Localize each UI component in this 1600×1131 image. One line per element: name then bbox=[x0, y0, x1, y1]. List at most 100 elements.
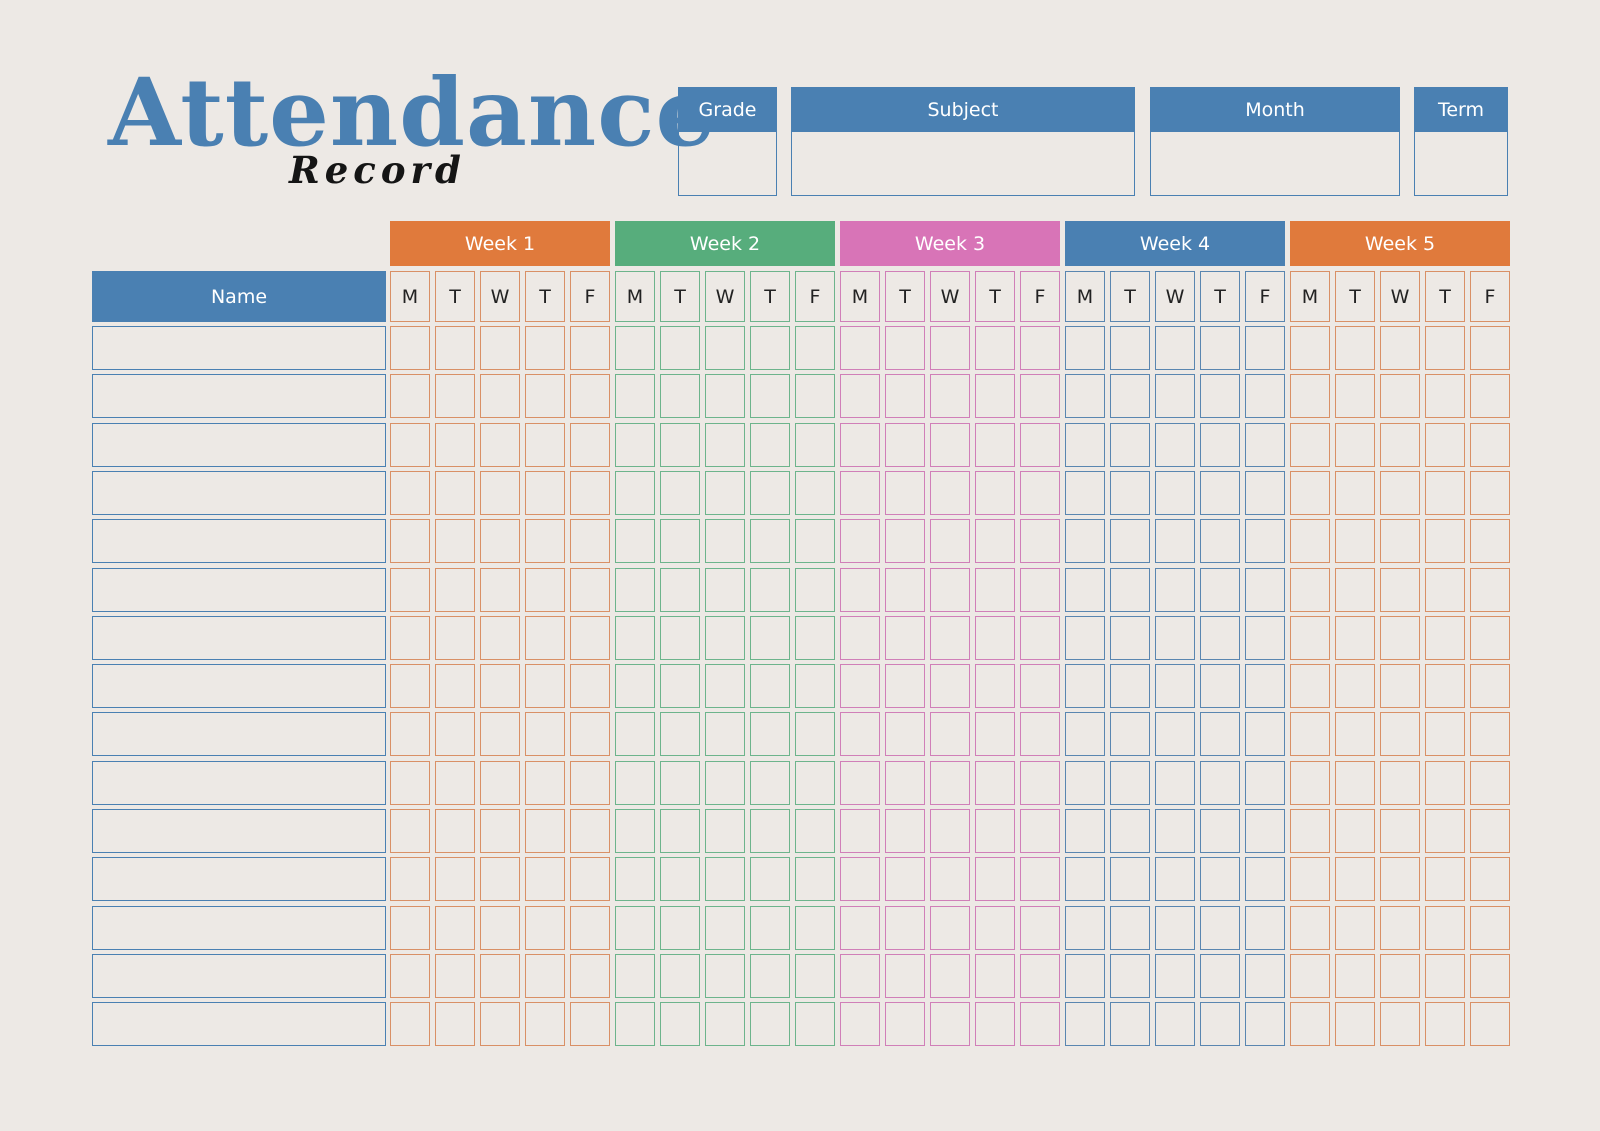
attendance-checkbox[interactable] bbox=[570, 471, 610, 515]
attendance-checkbox[interactable] bbox=[1380, 326, 1420, 370]
attendance-checkbox[interactable] bbox=[1425, 857, 1465, 901]
attendance-checkbox[interactable] bbox=[615, 519, 655, 563]
attendance-checkbox[interactable] bbox=[750, 326, 790, 370]
attendance-checkbox[interactable] bbox=[1020, 761, 1060, 805]
attendance-checkbox[interactable] bbox=[1380, 712, 1420, 756]
attendance-checkbox[interactable] bbox=[975, 568, 1015, 612]
attendance-checkbox[interactable] bbox=[525, 616, 565, 660]
attendance-checkbox[interactable] bbox=[885, 471, 925, 515]
attendance-checkbox[interactable] bbox=[975, 1002, 1015, 1046]
attendance-checkbox[interactable] bbox=[1290, 616, 1330, 660]
attendance-checkbox[interactable] bbox=[1470, 761, 1510, 805]
attendance-checkbox[interactable] bbox=[1155, 374, 1195, 418]
attendance-checkbox[interactable] bbox=[1065, 519, 1105, 563]
attendance-checkbox[interactable] bbox=[1425, 374, 1465, 418]
attendance-checkbox[interactable] bbox=[1245, 326, 1285, 370]
info-field-input[interactable] bbox=[679, 132, 776, 195]
attendance-checkbox[interactable] bbox=[480, 761, 520, 805]
attendance-checkbox[interactable] bbox=[885, 519, 925, 563]
attendance-checkbox[interactable] bbox=[1200, 471, 1240, 515]
student-name-field[interactable] bbox=[92, 423, 386, 467]
attendance-checkbox[interactable] bbox=[1290, 712, 1330, 756]
attendance-checkbox[interactable] bbox=[1155, 761, 1195, 805]
attendance-checkbox[interactable] bbox=[435, 568, 475, 612]
attendance-checkbox[interactable] bbox=[930, 616, 970, 660]
attendance-checkbox[interactable] bbox=[1245, 568, 1285, 612]
attendance-checkbox[interactable] bbox=[1020, 326, 1060, 370]
attendance-checkbox[interactable] bbox=[705, 616, 745, 660]
attendance-checkbox[interactable] bbox=[930, 423, 970, 467]
attendance-checkbox[interactable] bbox=[1380, 809, 1420, 853]
attendance-checkbox[interactable] bbox=[570, 326, 610, 370]
attendance-checkbox[interactable] bbox=[660, 809, 700, 853]
attendance-checkbox[interactable] bbox=[795, 374, 835, 418]
attendance-checkbox[interactable] bbox=[930, 326, 970, 370]
attendance-checkbox[interactable] bbox=[795, 712, 835, 756]
attendance-checkbox[interactable] bbox=[1200, 857, 1240, 901]
attendance-checkbox[interactable] bbox=[615, 857, 655, 901]
attendance-checkbox[interactable] bbox=[1470, 519, 1510, 563]
attendance-checkbox[interactable] bbox=[1245, 954, 1285, 998]
attendance-checkbox[interactable] bbox=[1380, 519, 1420, 563]
attendance-checkbox[interactable] bbox=[1335, 423, 1375, 467]
attendance-checkbox[interactable] bbox=[390, 712, 430, 756]
attendance-checkbox[interactable] bbox=[525, 1002, 565, 1046]
student-name-field[interactable] bbox=[92, 374, 386, 418]
attendance-checkbox[interactable] bbox=[1020, 423, 1060, 467]
attendance-checkbox[interactable] bbox=[615, 809, 655, 853]
attendance-checkbox[interactable] bbox=[840, 423, 880, 467]
attendance-checkbox[interactable] bbox=[480, 664, 520, 708]
attendance-checkbox[interactable] bbox=[1155, 568, 1195, 612]
attendance-checkbox[interactable] bbox=[615, 954, 655, 998]
attendance-checkbox[interactable] bbox=[705, 471, 745, 515]
attendance-checkbox[interactable] bbox=[795, 616, 835, 660]
attendance-checkbox[interactable] bbox=[1470, 471, 1510, 515]
attendance-checkbox[interactable] bbox=[705, 761, 745, 805]
attendance-checkbox[interactable] bbox=[570, 616, 610, 660]
attendance-checkbox[interactable] bbox=[1200, 664, 1240, 708]
attendance-checkbox[interactable] bbox=[705, 423, 745, 467]
attendance-checkbox[interactable] bbox=[480, 519, 520, 563]
attendance-checkbox[interactable] bbox=[1380, 906, 1420, 950]
attendance-checkbox[interactable] bbox=[1200, 809, 1240, 853]
attendance-checkbox[interactable] bbox=[795, 471, 835, 515]
attendance-checkbox[interactable] bbox=[975, 712, 1015, 756]
attendance-checkbox[interactable] bbox=[1335, 809, 1375, 853]
attendance-checkbox[interactable] bbox=[435, 1002, 475, 1046]
attendance-checkbox[interactable] bbox=[390, 423, 430, 467]
attendance-checkbox[interactable] bbox=[1065, 857, 1105, 901]
attendance-checkbox[interactable] bbox=[1155, 712, 1195, 756]
attendance-checkbox[interactable] bbox=[1020, 1002, 1060, 1046]
attendance-checkbox[interactable] bbox=[390, 374, 430, 418]
attendance-checkbox[interactable] bbox=[885, 1002, 925, 1046]
attendance-checkbox[interactable] bbox=[750, 809, 790, 853]
attendance-checkbox[interactable] bbox=[615, 712, 655, 756]
attendance-checkbox[interactable] bbox=[1110, 326, 1150, 370]
attendance-checkbox[interactable] bbox=[705, 519, 745, 563]
attendance-checkbox[interactable] bbox=[660, 712, 700, 756]
attendance-checkbox[interactable] bbox=[480, 857, 520, 901]
student-name-field[interactable] bbox=[92, 954, 386, 998]
attendance-checkbox[interactable] bbox=[1470, 712, 1510, 756]
attendance-checkbox[interactable] bbox=[1020, 954, 1060, 998]
attendance-checkbox[interactable] bbox=[795, 664, 835, 708]
attendance-checkbox[interactable] bbox=[840, 326, 880, 370]
attendance-checkbox[interactable] bbox=[525, 809, 565, 853]
attendance-checkbox[interactable] bbox=[480, 326, 520, 370]
attendance-checkbox[interactable] bbox=[435, 519, 475, 563]
attendance-checkbox[interactable] bbox=[660, 664, 700, 708]
attendance-checkbox[interactable] bbox=[840, 954, 880, 998]
attendance-checkbox[interactable] bbox=[1425, 809, 1465, 853]
attendance-checkbox[interactable] bbox=[1290, 1002, 1330, 1046]
attendance-checkbox[interactable] bbox=[840, 616, 880, 660]
attendance-checkbox[interactable] bbox=[1335, 712, 1375, 756]
attendance-checkbox[interactable] bbox=[1425, 664, 1465, 708]
attendance-checkbox[interactable] bbox=[1380, 761, 1420, 805]
attendance-checkbox[interactable] bbox=[1425, 326, 1465, 370]
attendance-checkbox[interactable] bbox=[660, 423, 700, 467]
attendance-checkbox[interactable] bbox=[930, 471, 970, 515]
attendance-checkbox[interactable] bbox=[1470, 326, 1510, 370]
attendance-checkbox[interactable] bbox=[660, 761, 700, 805]
attendance-checkbox[interactable] bbox=[705, 326, 745, 370]
attendance-checkbox[interactable] bbox=[1335, 326, 1375, 370]
